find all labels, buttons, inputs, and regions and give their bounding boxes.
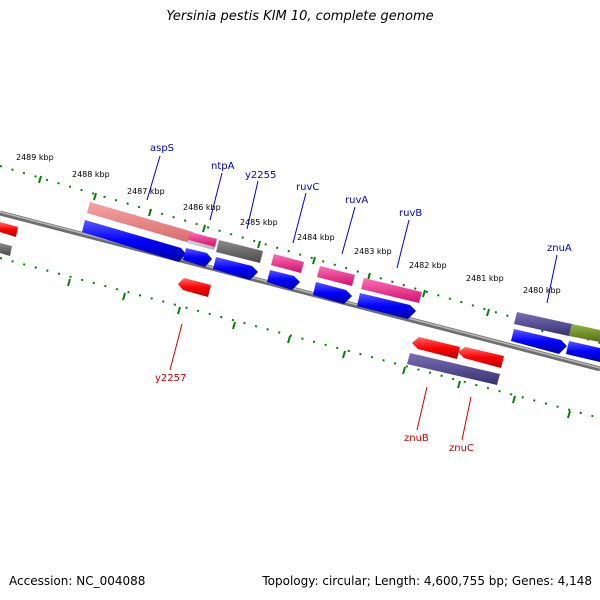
kbp-label: 2489 kbp (16, 153, 54, 162)
gene-arrow (213, 257, 258, 280)
gene-arrow (511, 329, 567, 354)
kbp-label: 2481 kbp (466, 274, 504, 283)
inner-tick-ring (0, 257, 600, 419)
cog-bar (87, 202, 193, 243)
cog-track (0, 202, 600, 385)
kbp-scale-labels: 2489 kbp 2488 kbp 2487 kbp 2486 kbp 2485… (16, 153, 561, 295)
gene-arrow (566, 341, 600, 362)
kbp-label: 2483 kbp (354, 247, 392, 256)
accession-text: Accession: NC_004088 (9, 574, 146, 588)
kbp-label: 2484 kbp (297, 233, 335, 242)
kbp-label: 2487 kbp (127, 187, 165, 196)
cog-bar (216, 240, 263, 263)
cog-bar (187, 240, 215, 250)
gene-arrow (458, 347, 504, 368)
gene-arrow (82, 220, 186, 262)
cog-bar (514, 312, 572, 336)
gene-label-ruvc: ruvC (296, 182, 319, 193)
gene-arrow (357, 293, 416, 319)
kbp-label: 2488 kbp (72, 170, 110, 179)
cog-bar (188, 232, 217, 247)
genome-backbone (0, 210, 600, 372)
map-title: Yersinia pestis KIM 10, complete genome (166, 9, 434, 24)
cog-bar (407, 353, 500, 385)
gene-label-znub: znuB (404, 433, 429, 444)
cog-bar (0, 243, 12, 256)
gene-label-ruvb: ruvB (399, 208, 422, 219)
gene-label-y2257: y2257 (155, 373, 186, 384)
forward-strand-genes (82, 220, 600, 362)
kbp-label: 2485 kbp (240, 218, 278, 227)
gene-arrow (267, 270, 300, 290)
gene-arrow (183, 248, 212, 267)
cog-bar (317, 266, 355, 286)
cog-bar (271, 254, 304, 273)
gene-arrow (178, 278, 211, 297)
gene-label-znuc: znuC (449, 443, 474, 454)
cog-bar (0, 222, 18, 237)
cog-bar (361, 278, 422, 303)
gene-label-y2255: y2255 (245, 170, 276, 181)
gene-label-ruva: ruvA (345, 195, 368, 206)
kbp-label: 2482 kbp (409, 261, 447, 270)
gene-label-znua: znuA (547, 243, 572, 254)
gene-label-ntpa: ntpA (211, 161, 235, 172)
gene-arrow (412, 337, 460, 359)
gene-labels: aspS ntpA y2255 ruvC ruvA ruvB znuA y225… (150, 143, 572, 454)
gene-arrow (313, 282, 352, 304)
kbp-label: 2480 kbp (523, 286, 561, 295)
gene-label-asps: aspS (150, 143, 174, 154)
reverse-strand-genes (178, 278, 504, 368)
kbp-label: 2486 kbp (183, 203, 221, 212)
genome-stats-text: Topology: circular; Length: 4,600,755 bp… (262, 574, 592, 588)
cog-bar (569, 324, 600, 342)
gene-label-lines (146, 155, 558, 441)
